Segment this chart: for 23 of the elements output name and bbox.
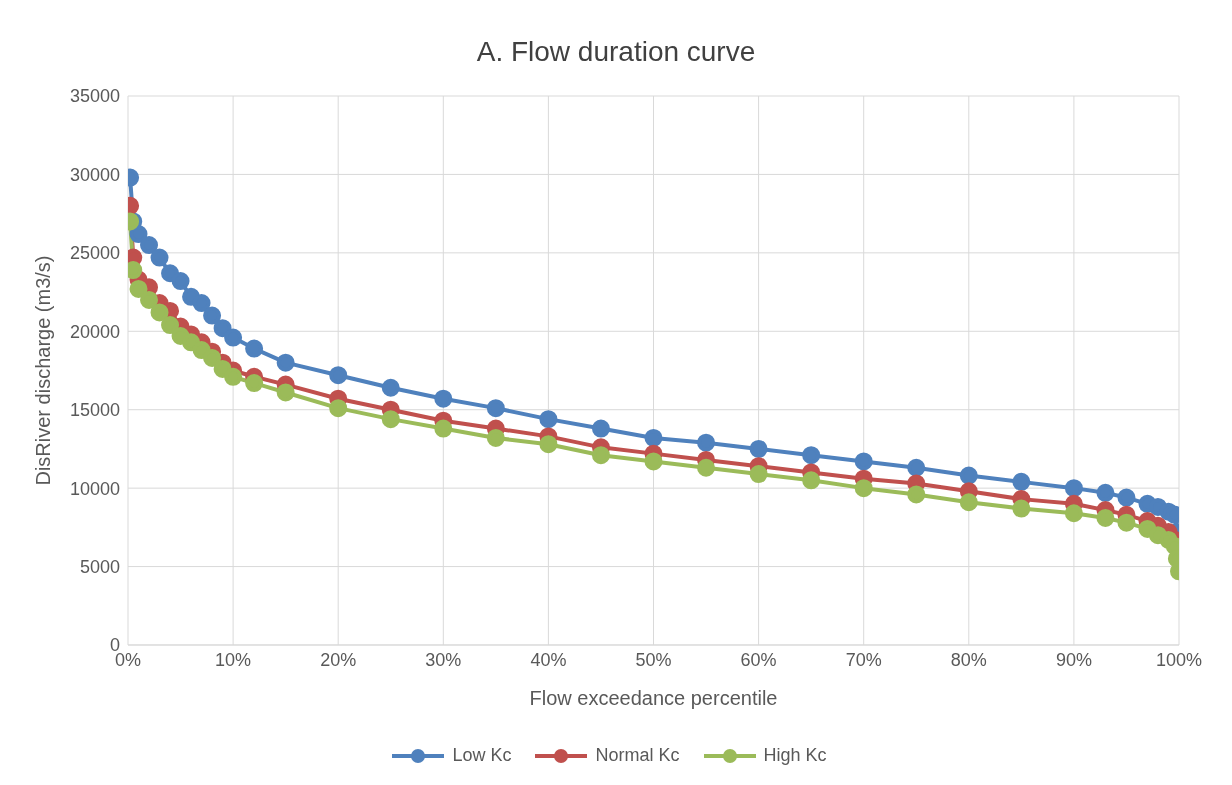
- y-tick-label: 15000: [69, 400, 120, 421]
- y-tick-label: 5000: [79, 556, 120, 577]
- x-tick-label: 30%: [425, 649, 462, 670]
- legend-label: High Kc: [762, 745, 827, 766]
- chart-title: A. Flow duration curve: [475, 35, 757, 69]
- x-tick-label: 60%: [740, 649, 777, 670]
- y-tick-label: 20000: [69, 321, 120, 342]
- x-tick-label: 100%: [1155, 649, 1203, 670]
- x-tick-label: 50%: [635, 649, 672, 670]
- x-tick-label: 70%: [845, 649, 882, 670]
- y-tick-label: 10000: [69, 478, 120, 499]
- x-tick-label: 20%: [320, 649, 357, 670]
- x-tick-label: 10%: [215, 649, 252, 670]
- x-tick-label: 40%: [530, 649, 567, 670]
- y-tick-label: 35000: [69, 86, 120, 107]
- x-tick-label: 80%: [950, 649, 987, 670]
- legend-label: Normal Kc: [594, 745, 680, 766]
- y-axis-title: DisRiver discharge (m3/s): [32, 255, 55, 486]
- legend-label: Low Kc: [451, 745, 512, 766]
- y-tick-label: 25000: [69, 243, 120, 264]
- x-tick-label: 90%: [1055, 649, 1092, 670]
- y-tick-label: 30000: [69, 164, 120, 185]
- x-axis-title: Flow exceedance percentile: [529, 687, 778, 709]
